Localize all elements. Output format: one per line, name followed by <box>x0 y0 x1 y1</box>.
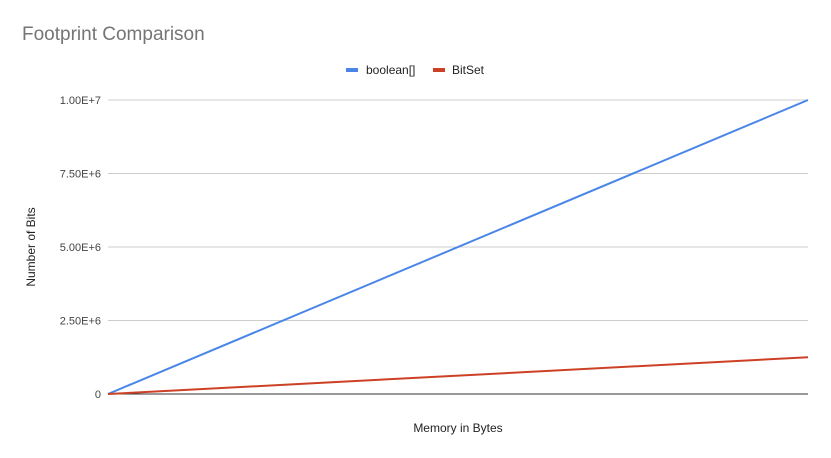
y-tick-label: 2.50E+6 <box>60 316 101 328</box>
legend-label-boolean: boolean[] <box>366 63 415 77</box>
legend: boolean[] BitSet <box>346 63 485 77</box>
series-lines <box>107 99 809 395</box>
y-axis-title: Number of Bits <box>24 207 38 286</box>
y-tick-label: 7.50E+6 <box>60 169 101 181</box>
y-tick-label: 5.00E+6 <box>60 242 101 254</box>
legend-label-bitset: BitSet <box>452 63 485 77</box>
series-line-boolean <box>107 99 809 395</box>
series-line-bitset <box>107 356 809 395</box>
y-tick-label: 0 <box>95 389 101 401</box>
gridlines <box>108 99 808 321</box>
y-axis-ticks: 0 2.50E+6 5.00E+6 7.50E+6 1.00E+7 <box>60 95 101 401</box>
legend-swatch-bitset <box>433 68 445 72</box>
y-tick-label: 1.00E+7 <box>60 95 101 107</box>
x-axis-title: Memory in Bytes <box>413 421 502 435</box>
legend-swatch-boolean <box>346 68 358 72</box>
chart-title: Footprint Comparison <box>22 24 205 45</box>
